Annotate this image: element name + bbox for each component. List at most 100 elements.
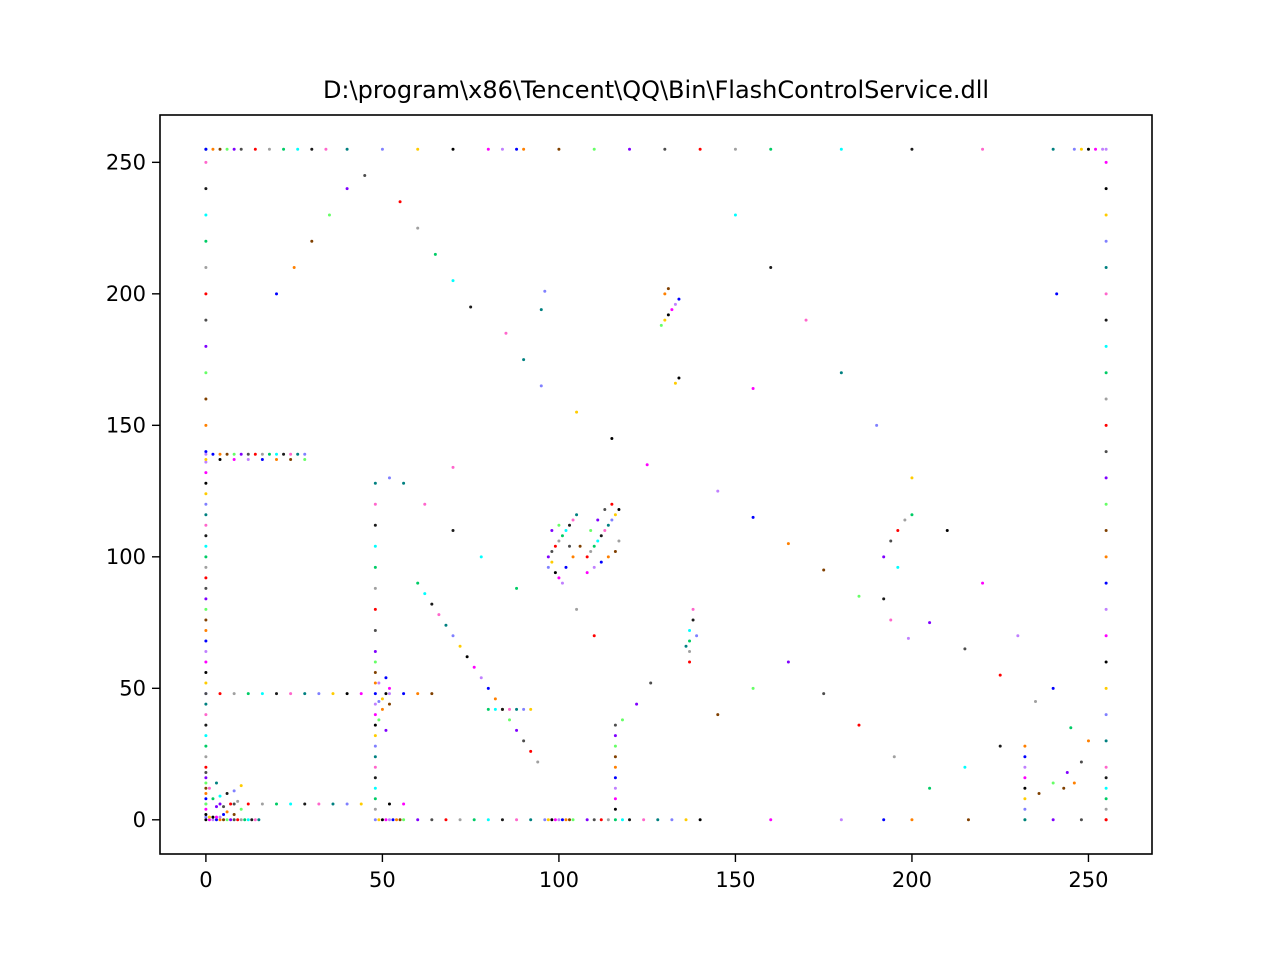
data-point — [550, 529, 554, 533]
data-point — [1104, 776, 1108, 780]
data-point — [380, 147, 384, 151]
data-point — [889, 618, 893, 622]
data-point — [1104, 187, 1108, 191]
data-point — [204, 266, 208, 270]
data-point — [910, 513, 914, 517]
data-point — [246, 452, 250, 456]
data-point — [1104, 397, 1108, 401]
data-point — [677, 297, 681, 301]
data-point — [282, 147, 286, 151]
data-point — [232, 147, 236, 151]
data-point — [232, 813, 236, 817]
data-point — [769, 266, 773, 270]
data-point — [1104, 686, 1108, 690]
data-point — [395, 818, 399, 822]
data-point — [557, 818, 561, 822]
data-point — [204, 502, 208, 506]
data-point — [557, 523, 561, 527]
data-point — [500, 818, 504, 822]
data-point — [218, 147, 222, 151]
data-point — [373, 786, 377, 790]
data-point — [204, 555, 208, 559]
data-point — [786, 660, 790, 664]
data-point — [214, 805, 218, 809]
data-point — [1037, 792, 1041, 796]
data-point — [204, 460, 208, 464]
data-point — [1104, 292, 1108, 296]
data-point — [896, 529, 900, 533]
x-tick-label: 250 — [1068, 868, 1108, 892]
x-tick-label: 150 — [715, 868, 755, 892]
data-point — [204, 815, 208, 819]
x-tick-label: 50 — [369, 868, 396, 892]
data-point — [575, 410, 579, 414]
data-point — [246, 692, 250, 696]
data-point — [603, 529, 607, 533]
data-point — [613, 550, 617, 554]
data-point — [1104, 739, 1108, 743]
data-point — [204, 618, 208, 622]
data-point — [1023, 786, 1027, 790]
data-point — [698, 818, 702, 822]
data-point — [543, 289, 547, 293]
data-point — [225, 792, 229, 796]
data-point — [1023, 818, 1027, 822]
data-point — [373, 628, 377, 632]
data-point — [539, 308, 543, 312]
data-point — [222, 805, 226, 809]
data-point — [575, 513, 579, 517]
data-point — [232, 692, 236, 696]
data-point — [373, 586, 377, 590]
data-point — [451, 147, 455, 151]
data-point — [733, 147, 737, 151]
data-point — [373, 502, 377, 506]
data-point — [1104, 797, 1108, 801]
data-point — [1079, 818, 1083, 822]
data-point — [1104, 502, 1108, 506]
data-point — [515, 147, 519, 151]
data-point — [211, 815, 215, 819]
data-point — [373, 765, 377, 769]
data-point — [557, 147, 561, 151]
data-point — [1072, 147, 1076, 151]
data-point — [430, 692, 434, 696]
data-point — [204, 734, 208, 738]
data-point — [204, 576, 208, 580]
data-point — [1072, 781, 1076, 785]
data-point — [275, 292, 278, 296]
data-point — [377, 818, 381, 822]
data-point — [373, 818, 377, 822]
data-point — [716, 489, 720, 493]
data-point — [1051, 686, 1055, 690]
data-point — [1104, 160, 1108, 164]
data-point — [1104, 634, 1108, 638]
data-point — [377, 681, 381, 685]
data-point — [218, 692, 222, 696]
data-point — [303, 452, 307, 456]
data-point — [592, 634, 596, 638]
data-point — [204, 792, 208, 796]
data-point — [239, 147, 243, 151]
data-point — [620, 718, 624, 722]
data-point — [522, 147, 526, 151]
data-point — [553, 818, 557, 822]
data-point — [493, 697, 497, 701]
data-point — [642, 818, 646, 822]
data-point — [564, 529, 568, 533]
data-point — [331, 692, 335, 696]
data-point — [211, 452, 215, 456]
data-point — [589, 550, 593, 554]
data-point — [430, 818, 434, 822]
data-point — [882, 597, 886, 601]
data-point — [620, 818, 624, 822]
data-point — [289, 692, 293, 696]
data-point — [688, 628, 692, 632]
data-point — [1104, 213, 1108, 217]
data-point — [260, 692, 264, 696]
y-tick-label: 200 — [106, 282, 146, 306]
data-point — [214, 818, 218, 822]
data-point — [444, 818, 448, 822]
data-point — [882, 818, 886, 822]
data-point — [613, 734, 617, 738]
